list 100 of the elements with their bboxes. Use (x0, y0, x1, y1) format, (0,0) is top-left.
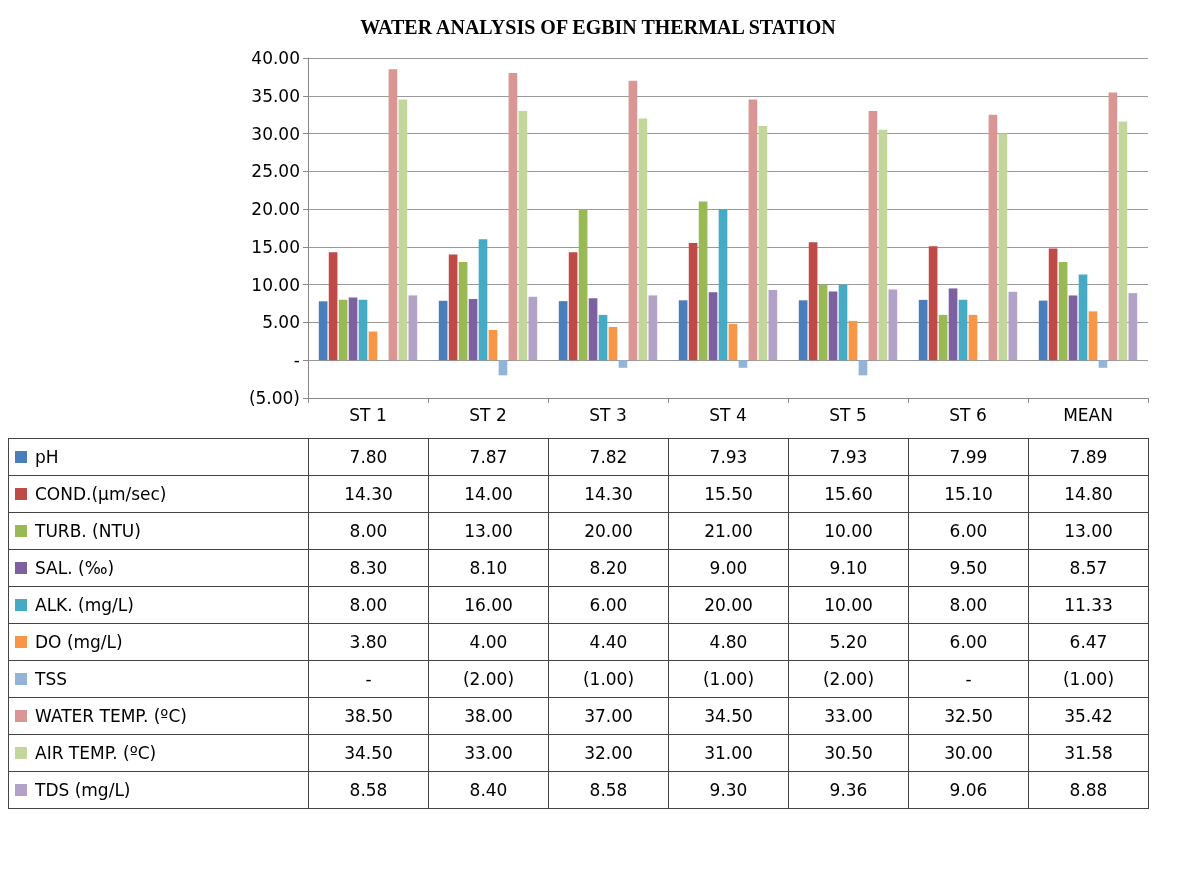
chart-title: WATER ANALYSIS OF EGBIN THERMAL STATION (360, 16, 837, 38)
y-tick-label: 25.00 (251, 161, 300, 182)
bar (478, 239, 488, 361)
data-label: 15.50 (668, 475, 789, 513)
bar (638, 118, 648, 361)
bar (618, 360, 628, 368)
bar (678, 300, 688, 361)
x-tick-label: ST 1 (349, 404, 387, 425)
y-tick-label: 30.00 (251, 123, 300, 144)
data-label: 7.80 (308, 438, 429, 476)
data-label: 10.00 (788, 512, 909, 550)
bar (438, 300, 448, 361)
data-label: 4.80 (668, 623, 789, 661)
data-label: 4.40 (548, 623, 669, 661)
data-label: 16.00 (428, 586, 549, 624)
data-label: 9.50 (908, 549, 1029, 587)
bar (1128, 293, 1138, 361)
bar (938, 314, 948, 361)
data-label: 7.89 (1028, 438, 1149, 476)
bar (948, 288, 958, 361)
data-label: 21.00 (668, 512, 789, 550)
bar (988, 114, 998, 361)
data-label: 34.50 (668, 697, 789, 735)
data-label: 35.42 (1028, 697, 1149, 735)
data-label: 32.50 (908, 697, 1029, 735)
legend-label: TSS (35, 669, 67, 689)
bar (358, 299, 368, 361)
y-tick-label: - (293, 350, 300, 371)
data-label: 13.00 (1028, 512, 1149, 550)
bar (578, 209, 588, 361)
data-label: - (908, 660, 1029, 698)
bar (368, 331, 378, 361)
bar (318, 301, 328, 361)
bar (758, 126, 768, 361)
bar (448, 254, 458, 361)
data-label: 4.00 (428, 623, 549, 661)
data-label: 20.00 (668, 586, 789, 624)
bar (568, 252, 578, 361)
data-label: - (308, 660, 429, 698)
data-label: 38.50 (308, 697, 429, 735)
data-label: 8.40 (428, 771, 549, 809)
bar (408, 295, 418, 361)
data-label: 31.58 (1028, 734, 1149, 772)
data-label: 6.47 (1028, 623, 1149, 661)
data-label: 14.80 (1028, 475, 1149, 513)
data-label: 7.82 (548, 438, 669, 476)
legend-label: TDS (mg/L) (35, 780, 131, 800)
data-label: 8.57 (1028, 549, 1149, 587)
data-label: 9.06 (908, 771, 1029, 809)
data-label: 6.00 (908, 512, 1029, 550)
data-label: 8.88 (1028, 771, 1149, 809)
data-label: (1.00) (548, 660, 669, 698)
x-tick-label: ST 6 (949, 404, 987, 425)
data-label: 31.00 (668, 734, 789, 772)
bar (998, 133, 1008, 361)
legend-label: SAL. (‰) (35, 558, 115, 578)
data-label: 15.10 (908, 475, 1029, 513)
data-label: 9.00 (668, 549, 789, 587)
data-label: 8.58 (308, 771, 429, 809)
data-label: 7.93 (788, 438, 909, 476)
bar (868, 110, 878, 361)
bar (468, 299, 478, 361)
y-tick-label: 20.00 (251, 199, 300, 220)
y-tick-label: 35.00 (251, 85, 300, 106)
data-label: 38.00 (428, 697, 549, 735)
bar (918, 299, 928, 361)
data-label: 8.30 (308, 549, 429, 587)
data-label: 9.30 (668, 771, 789, 809)
bar (718, 209, 728, 361)
y-tick-label: (5.00) (248, 388, 300, 408)
bar (698, 201, 708, 361)
data-label: 9.10 (788, 549, 909, 587)
data-label: 8.00 (308, 512, 429, 550)
data-label: 8.10 (428, 549, 549, 587)
data-label: 37.00 (548, 697, 669, 735)
data-label: 9.36 (788, 771, 909, 809)
legend-label: DO (mg/L) (35, 632, 123, 652)
bar (1108, 92, 1118, 361)
bar (1078, 274, 1088, 361)
bar (558, 301, 568, 361)
x-tick-label: ST 2 (469, 404, 507, 425)
bar (928, 246, 938, 361)
data-label: 13.00 (428, 512, 549, 550)
legend-label: COND.(µm/sec) (35, 484, 167, 504)
bar (1038, 300, 1048, 361)
data-label: 8.00 (908, 586, 1029, 624)
data-label: 7.99 (908, 438, 1029, 476)
data-label: 8.00 (308, 586, 429, 624)
y-tick-label: 15.00 (251, 236, 300, 257)
bar (338, 299, 348, 361)
bar (828, 291, 838, 361)
bar (768, 289, 778, 361)
legend-label: ALK. (mg/L) (35, 595, 134, 615)
bar (1068, 295, 1078, 361)
bar (1118, 121, 1128, 361)
legend-label: AIR TEMP. (ºC) (35, 743, 157, 763)
legend-label: WATER TEMP. (ºC) (35, 706, 187, 726)
data-label: 6.00 (908, 623, 1029, 661)
bar (528, 296, 538, 361)
bar (488, 330, 498, 361)
